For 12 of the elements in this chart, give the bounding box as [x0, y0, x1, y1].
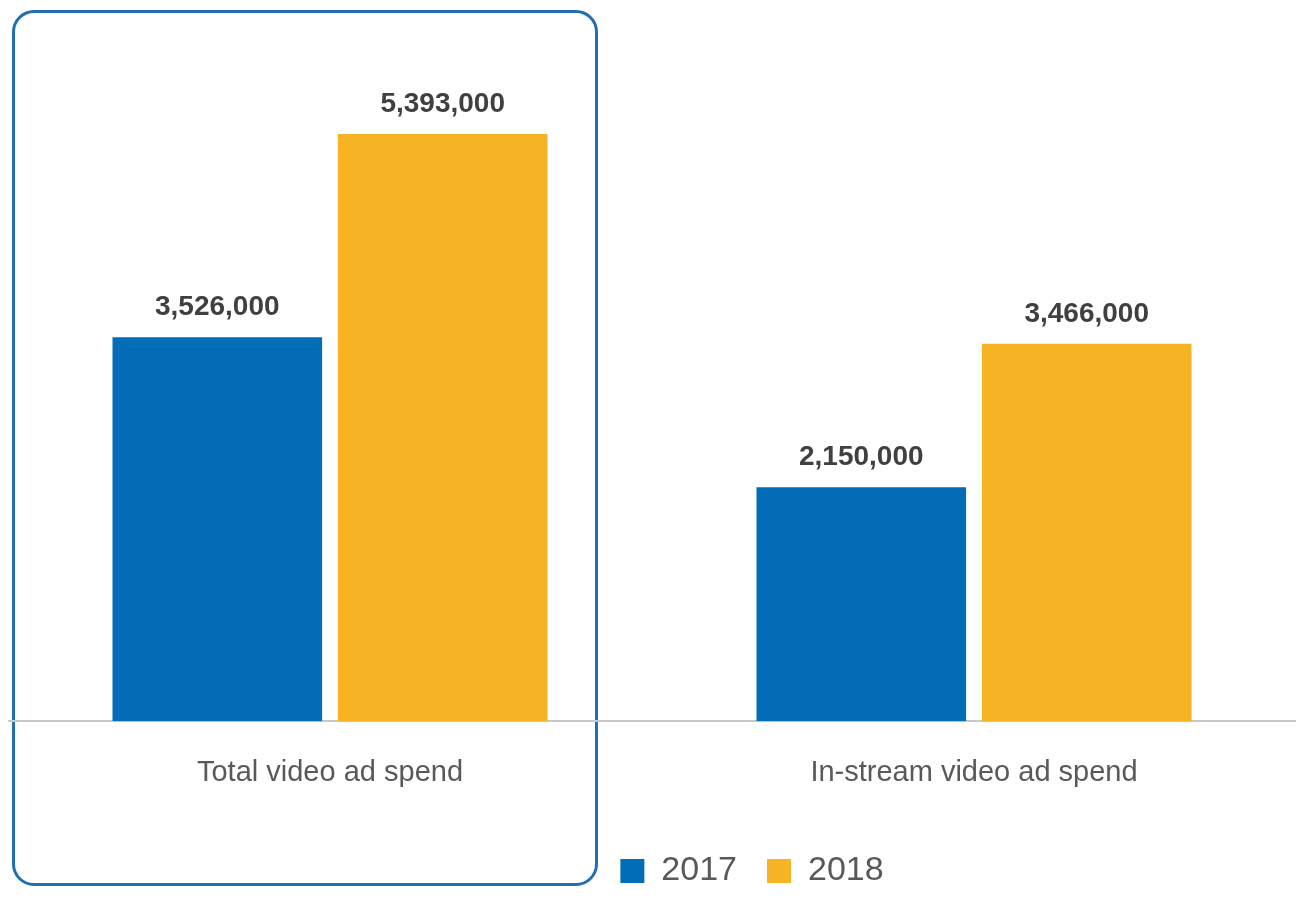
x-tick-label: Total video ad spend	[196, 754, 464, 787]
legend-label: 2017	[661, 849, 737, 888]
bar	[756, 487, 967, 722]
data-label: 5,393,000	[380, 86, 505, 118]
bar	[337, 134, 548, 722]
legend-label: 2018	[808, 849, 884, 888]
data-label: 3,466,000	[1024, 296, 1149, 328]
bar	[981, 343, 1192, 722]
data-label: 3,526,000	[155, 290, 280, 322]
x-tick-label: In-stream video ad spend	[810, 754, 1138, 787]
bar	[112, 337, 323, 722]
data-label: 2,150,000	[799, 439, 924, 471]
